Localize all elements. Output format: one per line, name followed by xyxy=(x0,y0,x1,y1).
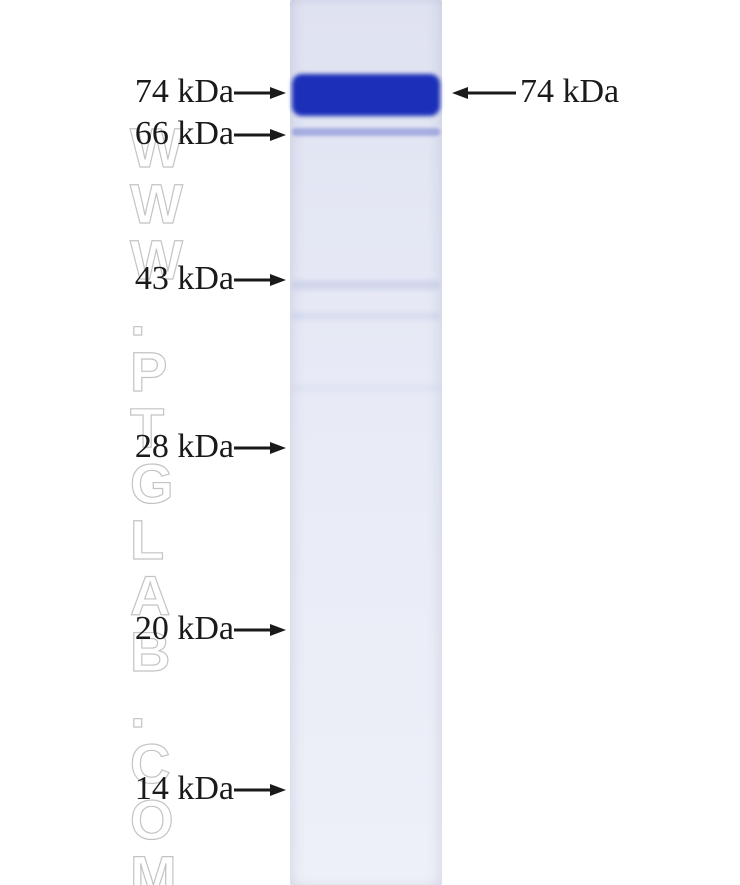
marker-arrow-icon xyxy=(452,84,516,102)
marker-arrow-icon xyxy=(234,84,286,102)
marker-label-right: 74 kDa xyxy=(520,73,619,111)
marker-label-left: 20 kDa xyxy=(135,610,234,648)
gel-figure: WWW.PTGLAB.COM 74 kDa66 kDa43 kDa28 kDa2… xyxy=(0,0,740,885)
marker-label-left: 43 kDa xyxy=(135,260,234,298)
marker-arrow-icon xyxy=(234,439,286,457)
faint-band-66 xyxy=(292,128,440,136)
faint-band-38 xyxy=(292,312,440,320)
marker-arrow-icon xyxy=(234,271,286,289)
marker-arrow-icon xyxy=(234,781,286,799)
marker-label-left: 14 kDa xyxy=(135,770,234,808)
marker-label-left: 74 kDa xyxy=(135,73,234,111)
gel-lane xyxy=(290,0,442,885)
faint-band-43 xyxy=(292,280,440,290)
marker-arrow-icon xyxy=(234,621,286,639)
marker-label-left: 28 kDa xyxy=(135,428,234,466)
main-band-74 xyxy=(292,74,440,116)
faint-band-32 xyxy=(292,384,440,392)
marker-label-left: 66 kDa xyxy=(135,115,234,153)
marker-arrow-icon xyxy=(234,126,286,144)
